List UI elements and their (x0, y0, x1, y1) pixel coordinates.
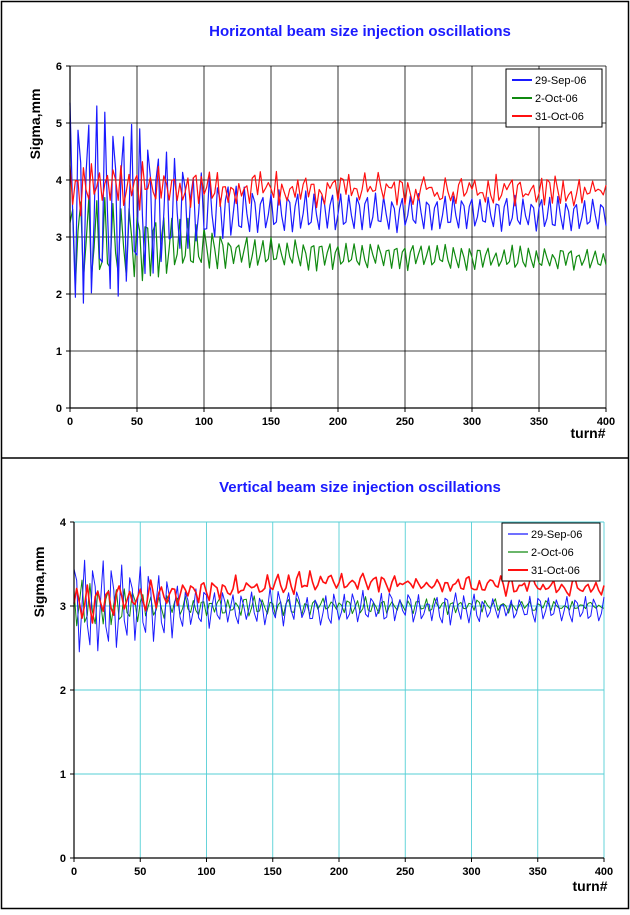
x-tick-label: 50 (134, 866, 146, 878)
y-tick-label: 1 (56, 346, 62, 358)
x-tick-labels: 0 50 100 150 200 250 300 350 400 (71, 858, 613, 878)
x-tick-label: 400 (595, 866, 613, 878)
x-tick-label: 0 (71, 866, 77, 878)
y-tick-label: 6 (56, 61, 62, 73)
x-tick-label: 300 (463, 416, 481, 428)
x-tick-label: 100 (195, 416, 213, 428)
series-line-31-Oct-06 (69, 161, 607, 217)
x-tick-label: 100 (197, 866, 215, 878)
x-tick-label: 200 (330, 866, 348, 878)
x-tick-labels: 0 50 100 150 200 250 300 350 400 (67, 408, 615, 428)
x-tick-label: 300 (462, 866, 480, 878)
horizontal-chart-panel: Horizontal beam size injection oscillati… (27, 23, 615, 441)
y-tick-label: 3 (60, 601, 66, 613)
y-tick-label: 3 (56, 232, 62, 244)
legend-label: 2-Oct-06 (535, 93, 578, 105)
y-tick-label: 1 (60, 769, 66, 781)
series-line-31-Oct-06 (73, 570, 605, 624)
x-tick-label: 150 (262, 416, 280, 428)
legend-label: 29-Sep-06 (535, 75, 586, 87)
series-line-2-Oct-06 (69, 197, 607, 287)
legend-label: 31-Oct-06 (535, 111, 584, 123)
x-tick-label: 0 (67, 416, 73, 428)
series-line-29-Sep-06 (69, 102, 607, 304)
legend-label: 29-Sep-06 (531, 529, 582, 541)
gridlines (74, 521, 605, 858)
legend-label: 2-Oct-06 (531, 547, 574, 559)
x-axis-label: turn# (571, 425, 606, 441)
y-tick-labels: 0 1 2 3 4 5 6 (56, 61, 70, 415)
y-tick-label: 4 (56, 175, 63, 187)
y-tick-label: 4 (60, 517, 67, 529)
series-line-2-Oct-06 (73, 579, 605, 627)
legend: 29-Sep-06 2-Oct-06 31-Oct-06 (501, 522, 601, 582)
y-tick-label: 0 (60, 853, 66, 865)
x-tick-label: 150 (264, 866, 282, 878)
series-lines (73, 559, 605, 653)
legend-label: 31-Oct-06 (531, 565, 580, 577)
x-tick-label: 350 (529, 866, 547, 878)
legend: 29-Sep-06 2-Oct-06 31-Oct-06 (505, 68, 603, 128)
y-axis-label: Sigma,mm (31, 547, 47, 618)
y-tick-label: 5 (56, 118, 62, 130)
x-tick-label: 250 (396, 866, 414, 878)
y-tick-label: 2 (56, 289, 62, 301)
series-line-29-Sep-06 (73, 559, 605, 653)
y-tick-label: 2 (60, 685, 66, 697)
x-tick-label: 250 (396, 416, 414, 428)
x-tick-label: 350 (530, 416, 548, 428)
x-tick-label: 200 (329, 416, 347, 428)
chart-title: Horizontal beam size injection oscillati… (209, 23, 511, 40)
y-axis-label: Sigma,mm (27, 89, 43, 160)
x-axis-label: turn# (573, 878, 608, 894)
x-tick-label: 400 (597, 416, 615, 428)
x-tick-label: 50 (131, 416, 143, 428)
series-lines (69, 102, 607, 304)
chart-title: Vertical beam size injection oscillation… (219, 479, 501, 496)
vertical-chart-panel: Vertical beam size injection oscillation… (31, 479, 613, 894)
y-tick-labels: 0 1 2 3 4 (60, 517, 74, 865)
y-tick-label: 0 (56, 403, 62, 415)
